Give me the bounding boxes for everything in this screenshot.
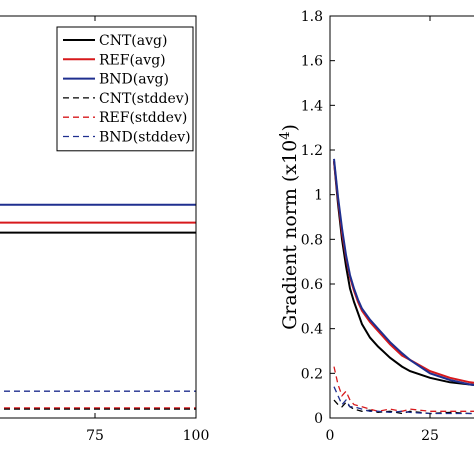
legend-entry-label: REF(avg) [99, 52, 166, 68]
right-x-tick-label: 0 [326, 428, 335, 444]
right-y-tick-label: 0.2 [301, 366, 323, 382]
right-y-axis-label-suffix: ) [279, 124, 301, 131]
right-x-tick-label: 25 [421, 428, 439, 444]
right-y-tick-label: 0 [314, 411, 323, 427]
right-y-tick-label: 0.4 [301, 322, 323, 338]
legend-entry-label: BND(avg) [99, 72, 169, 88]
left-series-group [0, 203, 196, 410]
right-y-tick-label: 1.8 [301, 9, 323, 25]
legend-entry-label: CNT(stddev) [99, 91, 189, 107]
right-y-axis-label: Gradient norm (x104) [278, 124, 301, 330]
right-series-bnd-avg [333, 158, 474, 386]
legend-box [56, 26, 194, 152]
right-chart: 0 0.2 0.4 0.6 0.8 1 1.2 1.4 1.6 1.8 0 25 Gradient … [278, 9, 474, 444]
right-series-cnt-avg [333, 161, 474, 386]
legend: CNT(avg) REF(avg) BND(avg) CNT(stddev) REF(s… [56, 26, 194, 152]
right-series-ref-stddev [333, 366, 474, 412]
right-x-ticks: 0 25 [326, 16, 439, 444]
right-y-tick-label: 0.8 [301, 232, 323, 248]
right-series-bnd-stddev [333, 386, 474, 415]
right-plot-frame [329, 15, 474, 419]
right-y-tick-label: 0.6 [301, 277, 323, 293]
right-y-tick-label: 1.4 [301, 98, 323, 114]
legend-entry-label: CNT(avg) [99, 33, 167, 49]
right-y-tick-label: 1.6 [301, 54, 323, 70]
legend-entry-label: REF(stddev) [99, 110, 187, 126]
right-y-ticks: 0 0.2 0.4 0.6 0.8 1 1.2 1.4 1.6 1.8 [301, 9, 335, 427]
left-x-tick-label: 75 [86, 428, 104, 444]
left-x-ticks: 75 100 [86, 16, 209, 444]
right-y-axis-label-superscript: 4 [278, 132, 293, 140]
right-series-ref-avg [333, 161, 474, 384]
right-y-tick-label: 1.2 [301, 143, 323, 159]
right-y-axis-label-main: Gradient norm (x10 [279, 140, 301, 330]
right-series-group [333, 158, 474, 415]
right-y-tick-label: 1 [314, 188, 323, 204]
legend-entry-label: BND(stddev) [99, 130, 191, 146]
left-chart: 75 100 CNT(avg) REF(avg) BND(avg) CNT(stddev… [0, 15, 209, 444]
left-x-tick-label: 100 [183, 428, 210, 444]
